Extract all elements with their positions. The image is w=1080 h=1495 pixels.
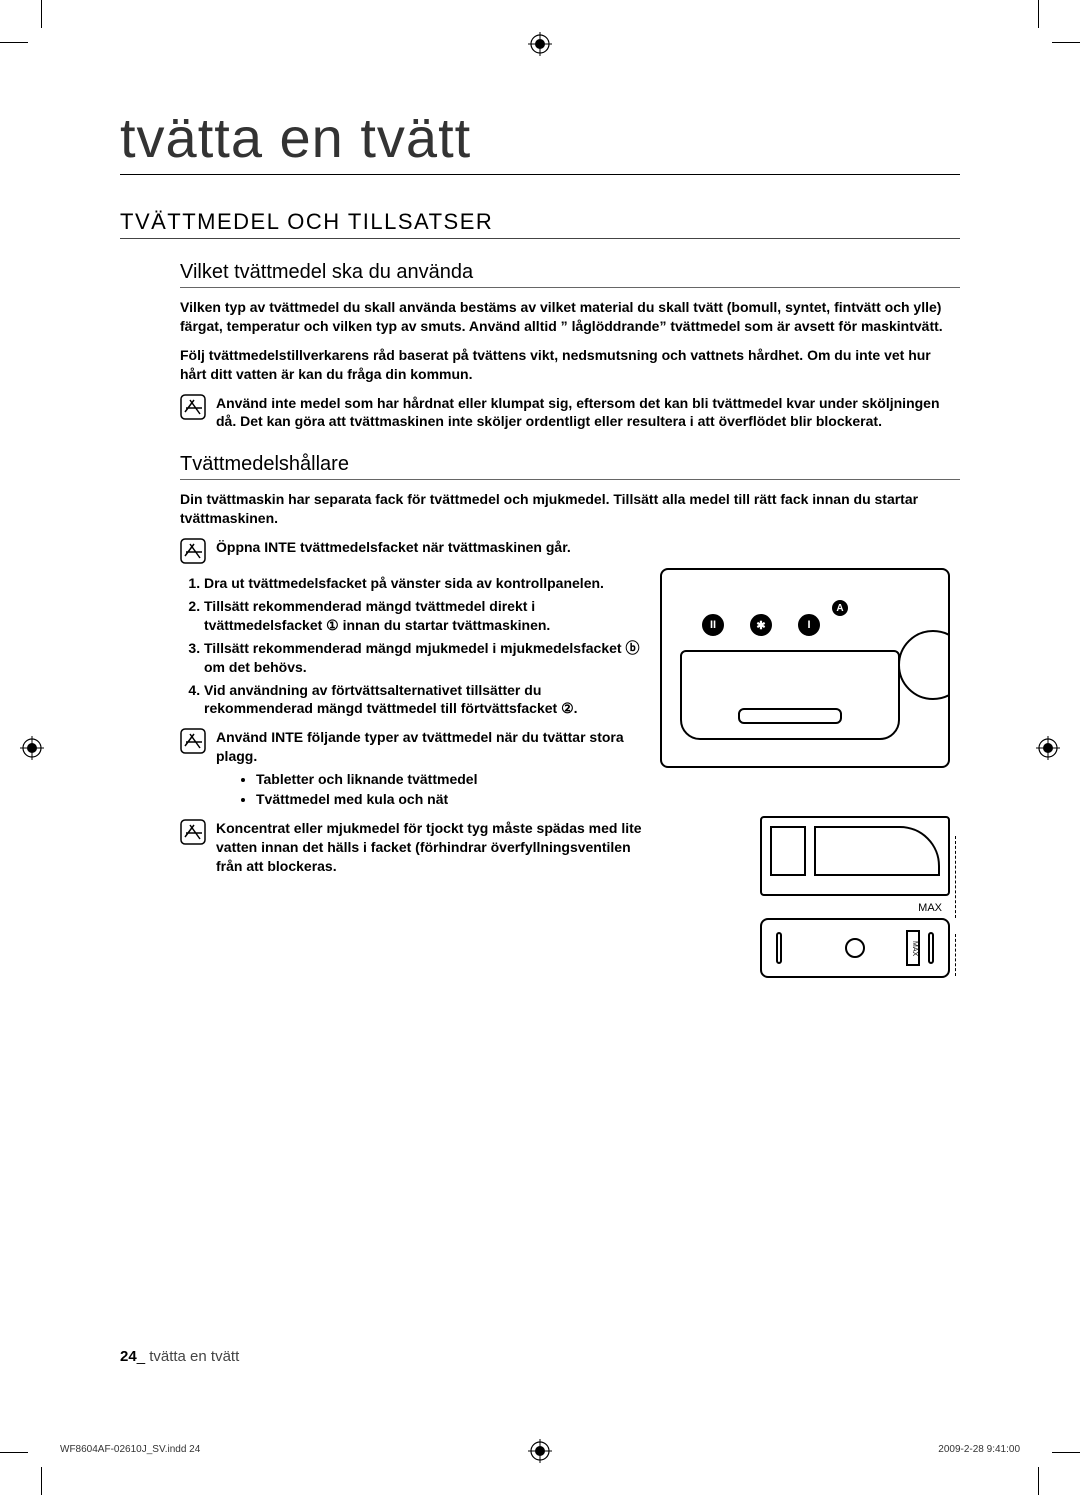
max-label: MAX <box>660 902 942 914</box>
slot-i-icon: I <box>798 614 820 636</box>
list-item: Tabletter och liknande tvättmedel <box>256 770 644 790</box>
list-item: Tillsätt rekommenderad mängd mjukmedel i… <box>204 639 644 677</box>
max-diagram: MAX MAX <box>660 816 950 978</box>
drawer-diagram: A II ✱ I <box>660 568 950 768</box>
label-a: A <box>832 600 848 616</box>
subsection-heading: Tvättmedelshållare <box>180 453 960 480</box>
body-text: Vilken typ av tvättmedel du skall använd… <box>180 298 960 336</box>
note-text: Koncentrat eller mjukmedel för tjockt ty… <box>216 819 644 876</box>
note-icon <box>180 538 206 564</box>
timestamp-meta: 2009-2-28 9:41:00 <box>938 1444 1020 1455</box>
page-title: tvätta en tvätt <box>120 105 960 175</box>
list-item: Tvättmedel med kula och nät <box>256 790 644 810</box>
slot-softener-icon: ✱ <box>750 614 772 636</box>
registration-mark-icon <box>20 736 44 760</box>
note-icon <box>180 394 206 420</box>
footer-text: tvätta en tvätt <box>149 1348 239 1365</box>
registration-mark-icon <box>528 32 552 56</box>
list-item: Vid användning av förtvättsalternativet … <box>204 681 644 719</box>
body-text: Följ tvättmedelstillverkarens råd basera… <box>180 346 960 384</box>
page-footer: 24_ tvätta en tvätt <box>120 1348 239 1365</box>
max-label: MAX <box>906 930 920 966</box>
page-number: 24 <box>120 1348 137 1365</box>
note-icon <box>180 819 206 845</box>
list-item: Dra ut tvättmedelsfacket på vänster sida… <box>204 574 644 593</box>
note-icon <box>180 728 206 754</box>
subsection-heading: Vilket tvättmedel ska du använda <box>180 261 960 288</box>
note-text: Öppna INTE tvättmedelsfacket när tvättma… <box>216 538 960 557</box>
registration-mark-icon <box>1036 736 1060 760</box>
body-text: Din tvättmaskin har separata fack för tv… <box>180 490 960 528</box>
note-text: Använd inte medel som har hårdnat eller … <box>216 394 960 432</box>
list-item: Tillsätt rekommenderad mängd tvättmedel … <box>204 597 644 635</box>
steps-list: Dra ut tvättmedelsfacket på vänster sida… <box>180 574 644 718</box>
note-text: Använd INTE följande typer av tvättmedel… <box>216 728 644 809</box>
slot-ii-icon: II <box>702 614 724 636</box>
registration-mark-icon <box>528 1439 552 1463</box>
source-file-meta: WF8604AF-02610J_SV.indd 24 <box>60 1444 200 1455</box>
section-heading: TVÄTTMEDEL OCH TILLSATSER <box>120 209 960 239</box>
